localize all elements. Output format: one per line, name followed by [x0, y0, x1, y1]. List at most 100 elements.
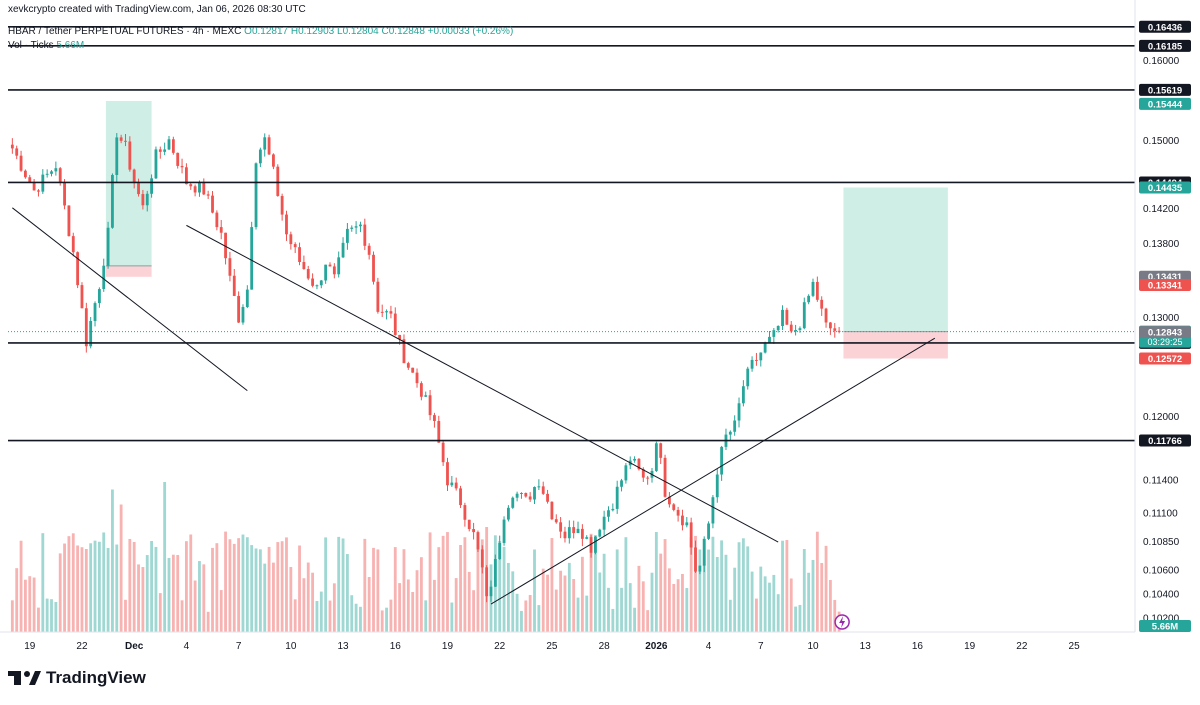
candle-body — [115, 137, 119, 175]
volume-bar — [67, 536, 71, 632]
volume-bar — [89, 543, 93, 632]
volume-bar — [467, 571, 471, 632]
candle-body — [498, 542, 502, 560]
volume-bar — [585, 595, 589, 632]
candle-body — [485, 567, 489, 597]
candle-body — [441, 442, 445, 463]
candle-body — [80, 285, 84, 309]
candle-body — [215, 212, 219, 228]
watermark-text: TradingView — [46, 668, 146, 687]
y-tick-label: 0.16000 — [1143, 56, 1180, 67]
volume-bar — [724, 554, 728, 632]
volume-bar — [802, 549, 806, 632]
volume-bar — [345, 554, 349, 632]
volume-bar — [23, 579, 27, 632]
candle-body — [633, 458, 637, 461]
symbol-header: HBAR / Tether PERPETUAL FUTURES · 4h · M… — [8, 26, 513, 37]
volume-bar — [828, 580, 832, 632]
candle-body — [198, 182, 201, 193]
candle-body — [833, 328, 837, 331]
volume-bar — [663, 539, 667, 632]
x-tick-label: 13 — [860, 641, 872, 652]
volume-bar — [224, 531, 227, 632]
candle-body — [45, 173, 49, 175]
volume-bar — [393, 547, 397, 632]
candle-body — [524, 493, 528, 497]
volume-bar — [459, 545, 462, 632]
volume-bar — [389, 599, 393, 632]
volume-bar — [681, 574, 684, 632]
symbol-name[interactable]: HBAR / Tether PERPETUAL FUTURES · 4h · M… — [8, 26, 242, 37]
candle-body — [607, 510, 610, 517]
x-tick-label: 19 — [24, 641, 36, 652]
candle-body — [128, 141, 132, 170]
candle-body — [541, 486, 545, 494]
volume-bar — [28, 576, 32, 632]
candle-body — [315, 285, 319, 287]
candle-body — [446, 462, 449, 486]
volume-bar — [533, 549, 536, 632]
candle-body — [415, 372, 419, 384]
volume-bar — [411, 592, 415, 632]
candle-body — [768, 336, 771, 343]
candle-body — [76, 252, 80, 286]
level-badge-0.11766: 0.11766 — [1148, 436, 1182, 447]
volume-bar — [58, 553, 62, 632]
volume-bar — [702, 539, 706, 632]
volume-bar — [341, 538, 345, 632]
candle-body — [189, 184, 193, 187]
candle-body — [746, 368, 750, 387]
candle-body — [572, 527, 576, 534]
level-badge-0.15619: 0.15619 — [1148, 85, 1182, 96]
volume-bar — [93, 540, 97, 632]
candle-body — [828, 322, 832, 329]
candle-body — [154, 149, 158, 179]
volume-bar — [433, 579, 436, 632]
y-tick-label: 0.13000 — [1143, 313, 1180, 324]
volume-bar — [572, 579, 576, 632]
candle-body — [276, 166, 280, 196]
volume-badge: 5.66M — [1152, 622, 1178, 633]
candle-body — [306, 269, 310, 279]
volume-bar — [615, 549, 619, 632]
volume-bar — [219, 590, 223, 632]
volume-bar — [641, 581, 645, 632]
volume-bar — [97, 541, 101, 632]
volume-bar — [102, 532, 106, 632]
candle-body — [615, 486, 619, 509]
candle-body — [15, 148, 19, 156]
volume-bar — [145, 555, 149, 632]
volume-bar — [71, 533, 75, 632]
candle-body — [785, 309, 789, 325]
candle-body — [667, 496, 671, 505]
candle-body — [820, 299, 824, 309]
volume-bar — [720, 540, 724, 632]
volume-bar — [54, 601, 58, 632]
volume-bar — [10, 600, 14, 632]
volume-bar — [141, 567, 145, 632]
volume-bar — [232, 543, 236, 632]
volume-bar — [189, 534, 193, 632]
candle-body — [254, 163, 258, 228]
volume-bar — [611, 608, 615, 632]
y-tick-label: 0.10200 — [1143, 613, 1180, 624]
candle-body — [659, 443, 663, 458]
candle-body — [459, 488, 462, 506]
volume-bar — [285, 537, 288, 632]
volume-label[interactable]: Vol · Ticks — [8, 40, 54, 51]
candle-body — [119, 137, 123, 141]
candle-body — [71, 236, 75, 253]
volume-bar — [820, 562, 824, 632]
y-tick-label: 0.12000 — [1143, 412, 1180, 423]
candle-body — [654, 443, 658, 471]
volume-bar — [184, 541, 188, 632]
volume-bar — [559, 570, 563, 632]
volume-bar — [450, 602, 454, 632]
candle-body — [176, 152, 180, 166]
candle-body — [759, 352, 763, 361]
candle-body — [750, 359, 754, 369]
trendline-1 — [186, 224, 779, 543]
candle-body — [202, 182, 206, 195]
